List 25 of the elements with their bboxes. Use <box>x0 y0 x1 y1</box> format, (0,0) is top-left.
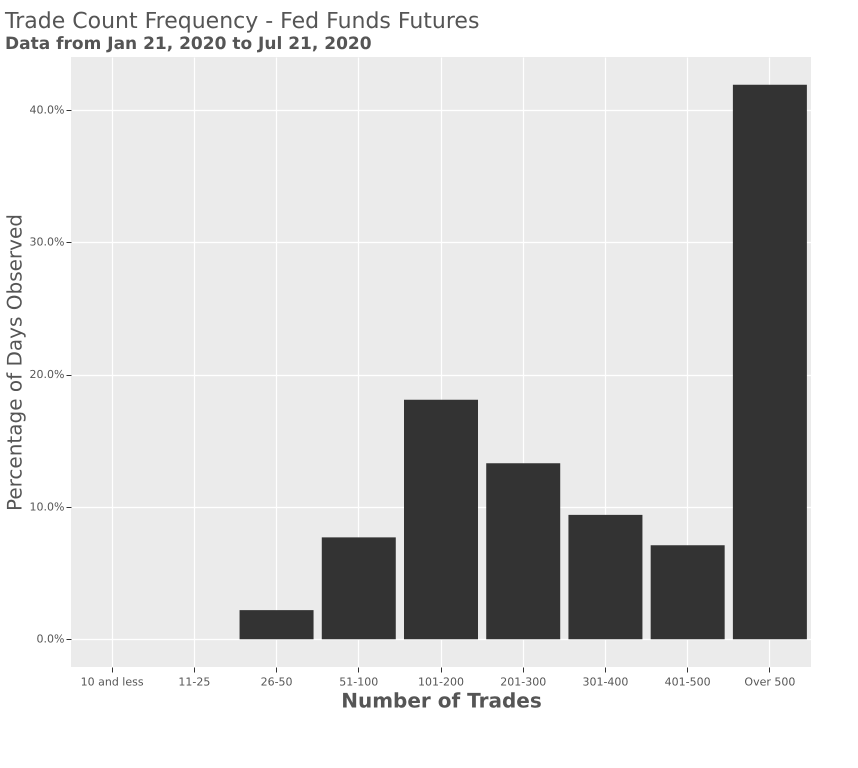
chart-subtitle: Data from Jan 21, 2020 to Jul 21, 2020 <box>5 34 372 54</box>
x-tick-label: 10 and less <box>80 676 144 688</box>
y-tick-label: 30.0% <box>30 236 64 249</box>
y-tick-label: 20.0% <box>30 368 64 382</box>
bar <box>240 610 314 640</box>
x-tick-label: 51-100 <box>339 676 378 688</box>
bar <box>486 463 560 640</box>
bar <box>650 545 725 640</box>
bar <box>732 84 807 640</box>
x-tick-label: 401-500 <box>664 676 711 688</box>
x-tick-label: 11-25 <box>178 676 210 688</box>
chart-title: Trade Count Frequency - Fed Funds Futures <box>4 9 480 34</box>
x-tick-label: 301-400 <box>582 676 628 688</box>
x-tick-label: Over 500 <box>744 676 796 688</box>
y-tick-label: 0.0% <box>36 632 64 646</box>
bar <box>568 514 642 640</box>
y-tick-label: 40.0% <box>30 103 64 116</box>
x-tick-label: 201-300 <box>500 676 546 688</box>
x-tick-label: 101-200 <box>418 676 464 688</box>
bar <box>404 400 478 640</box>
y-tick-label: 10.0% <box>30 500 64 514</box>
y-axis-title: Percentage of Days Observed <box>2 214 27 511</box>
bar <box>322 537 396 640</box>
x-axis-title: Number of Trades <box>341 688 542 712</box>
x-tick-label: 26-50 <box>260 676 293 688</box>
